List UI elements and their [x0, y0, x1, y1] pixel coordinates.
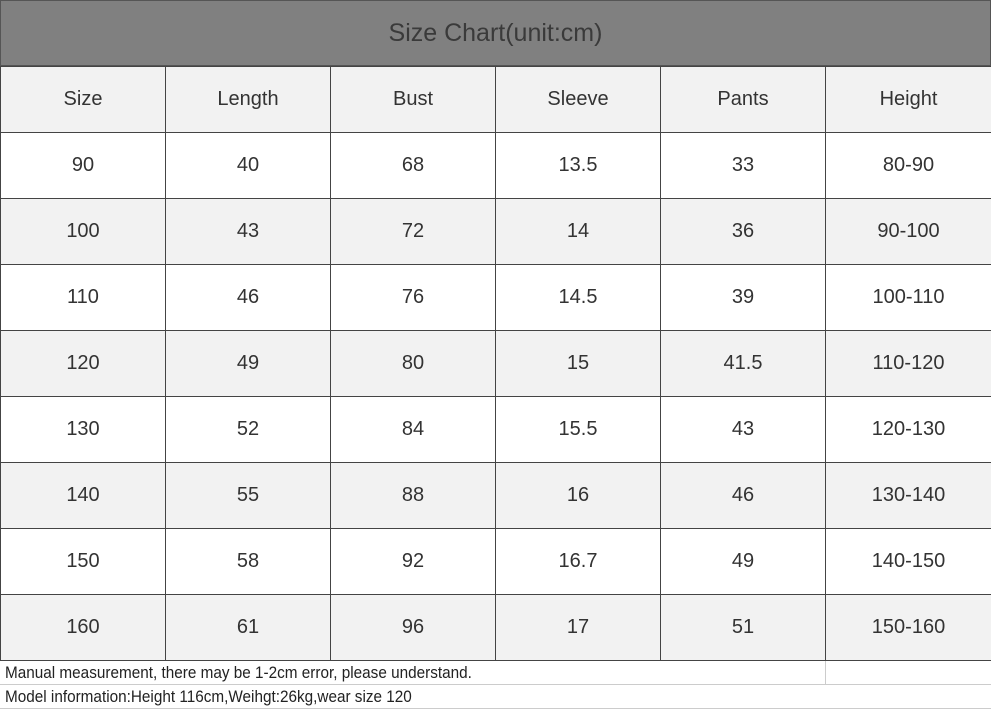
divider	[825, 661, 826, 685]
column-header: Pants	[660, 66, 826, 133]
table-cell: 68	[330, 132, 496, 199]
note-text: Manual measurement, there may be 1-2cm e…	[5, 663, 472, 682]
table-cell: 130-140	[825, 462, 991, 529]
table-cell: 52	[165, 396, 331, 463]
table-cell: 84	[330, 396, 496, 463]
table-row: 90 40 68 13.5 33 80-90	[0, 132, 991, 199]
table-cell: 16.7	[495, 528, 661, 595]
table-cell: 41.5	[660, 330, 826, 397]
table-row: 160 61 96 17 51 150-160	[0, 594, 991, 661]
table-cell: 55	[165, 462, 331, 529]
table-cell: 15.5	[495, 396, 661, 463]
table-cell: 120	[0, 330, 166, 397]
table-cell: 90-100	[825, 198, 991, 265]
table-cell: 16	[495, 462, 661, 529]
column-header: Bust	[330, 66, 496, 133]
table-cell: 36	[660, 198, 826, 265]
table-cell: 46	[660, 462, 826, 529]
table-cell: 130	[0, 396, 166, 463]
table-cell: 46	[165, 264, 331, 331]
table-cell: 39	[660, 264, 826, 331]
table-cell: 100-110	[825, 264, 991, 331]
table-cell: 43	[660, 396, 826, 463]
model-info-note: Model information:Height 116cm,Weihgt:26…	[0, 685, 991, 709]
table-cell: 49	[165, 330, 331, 397]
table-row: 100 43 72 14 36 90-100	[0, 198, 991, 265]
table-cell: 49	[660, 528, 826, 595]
note-text: Model information:Height 116cm,Weihgt:26…	[5, 687, 412, 706]
table-row: 140 55 88 16 46 130-140	[0, 462, 991, 529]
table-cell: 90	[0, 132, 166, 199]
table-cell: 51	[660, 594, 826, 661]
table-cell: 140-150	[825, 528, 991, 595]
table-cell: 96	[330, 594, 496, 661]
table-cell: 120-130	[825, 396, 991, 463]
column-header: Size	[0, 66, 166, 133]
table-row: 120 49 80 15 41.5 110-120	[0, 330, 991, 397]
table-cell: 43	[165, 198, 331, 265]
table-row: 130 52 84 15.5 43 120-130	[0, 396, 991, 463]
table-cell: 110	[0, 264, 166, 331]
column-header: Sleeve	[495, 66, 661, 133]
table-cell: 72	[330, 198, 496, 265]
table-cell: 76	[330, 264, 496, 331]
table-cell: 61	[165, 594, 331, 661]
table-cell: 33	[660, 132, 826, 199]
table-cell: 140	[0, 462, 166, 529]
table-cell: 13.5	[495, 132, 661, 199]
table-cell: 110-120	[825, 330, 991, 397]
column-header: Height	[825, 66, 991, 133]
table-cell: 92	[330, 528, 496, 595]
measurement-note: Manual measurement, there may be 1-2cm e…	[0, 661, 991, 685]
table-cell: 150	[0, 528, 166, 595]
table-row: 110 46 76 14.5 39 100-110	[0, 264, 991, 331]
table-cell: 80	[330, 330, 496, 397]
table-cell: 88	[330, 462, 496, 529]
header-row: Size Length Bust Sleeve Pants Height	[0, 66, 991, 133]
table-cell: 15	[495, 330, 661, 397]
table-row: 150 58 92 16.7 49 140-150	[0, 528, 991, 595]
size-table: Size Length Bust Sleeve Pants Height 90 40 68 13.…	[0, 66, 991, 661]
column-header: Length	[165, 66, 331, 133]
table-cell: 17	[495, 594, 661, 661]
table-cell: 150-160	[825, 594, 991, 661]
table-cell: 58	[165, 528, 331, 595]
chart-title: Size Chart(unit:cm)	[0, 0, 991, 66]
table-cell: 80-90	[825, 132, 991, 199]
table-cell: 14.5	[495, 264, 661, 331]
table-cell: 14	[495, 198, 661, 265]
table-cell: 160	[0, 594, 166, 661]
table-cell: 100	[0, 198, 166, 265]
table-cell: 40	[165, 132, 331, 199]
